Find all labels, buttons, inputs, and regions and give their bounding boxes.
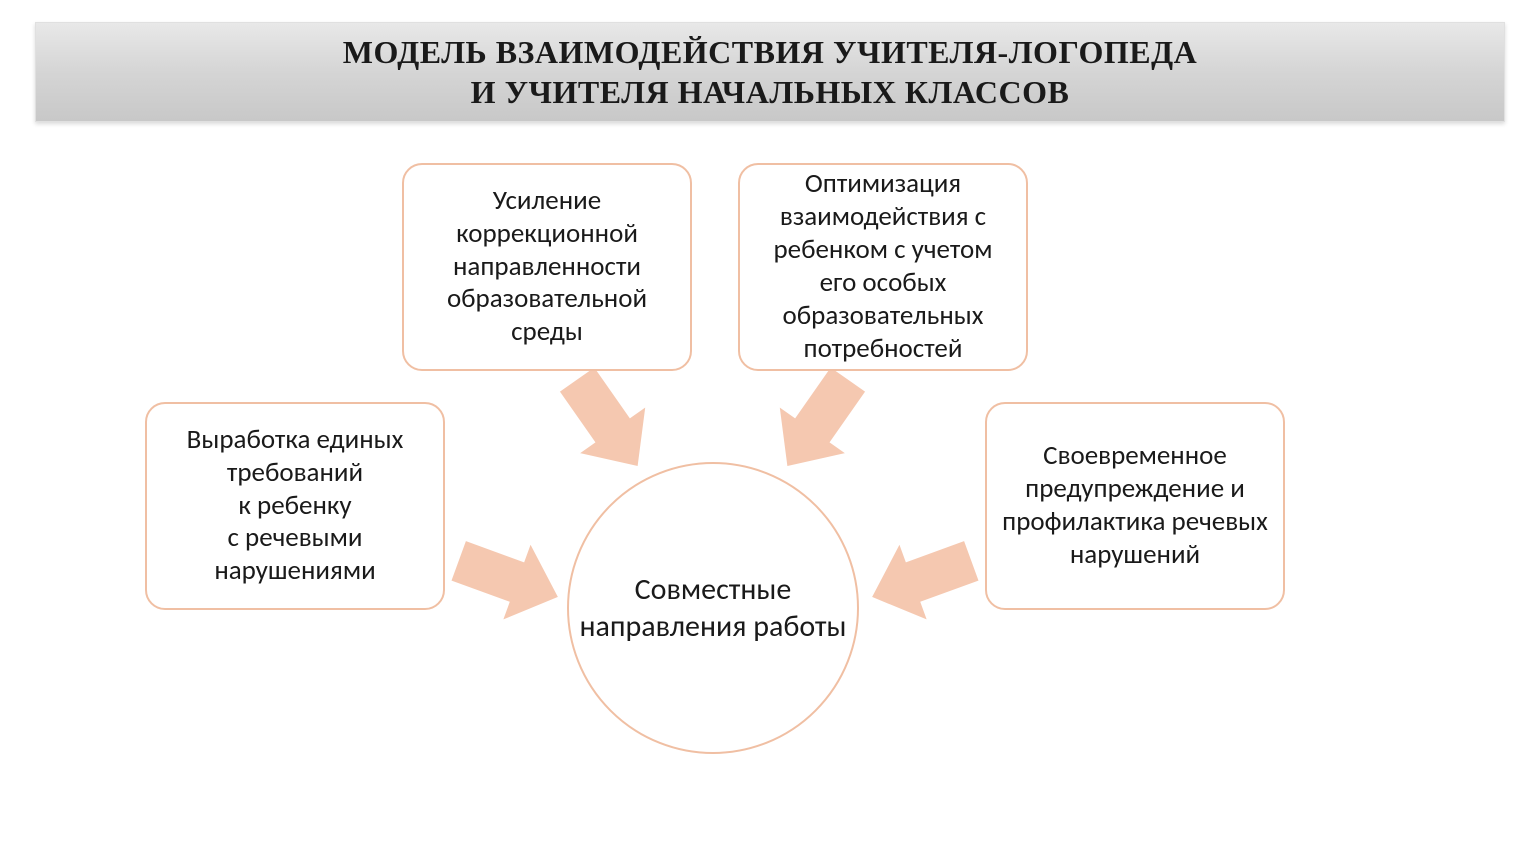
node-left-label: Выработка единых требованийк ребенкус ре… bbox=[161, 424, 429, 589]
node-right: Своевременное предупреждение и профилакт… bbox=[985, 402, 1285, 610]
arrow-top-left bbox=[542, 355, 673, 492]
arrow-right bbox=[856, 521, 986, 637]
node-left: Выработка единых требованийк ребенкус ре… bbox=[145, 402, 445, 610]
node-top-left-label: Усиление коррекционной направленности об… bbox=[418, 185, 676, 350]
node-right-label: Своевременное предупреждение и профилакт… bbox=[1001, 440, 1269, 572]
node-top-right: Оптимизация взаимодействия с ребенком с … bbox=[738, 163, 1028, 371]
node-top-left: Усиление коррекционной направленности об… bbox=[402, 163, 692, 371]
arrow-top-right bbox=[752, 355, 883, 492]
node-top-right-label: Оптимизация взаимодействия с ребенком с … bbox=[754, 168, 1012, 366]
center-node: Совместные направления работы bbox=[567, 462, 859, 754]
diagram-canvas: Совместные направления работы Выработка … bbox=[0, 0, 1540, 864]
arrow-left bbox=[443, 521, 573, 637]
center-node-label: Совместные направления работы bbox=[579, 571, 847, 646]
